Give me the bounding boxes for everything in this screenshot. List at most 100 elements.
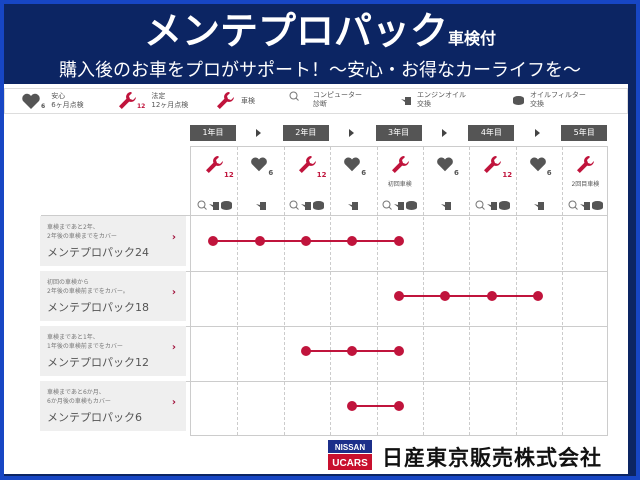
oil-can-icon [401,95,411,105]
coverage-dot [486,291,497,301]
arrow-right-icon [534,129,540,137]
grid-line [283,147,285,435]
year-label: 3年目 [375,125,422,141]
pack-description: 1年後の車検前までをカバー [47,343,123,350]
oil-can-icon [394,195,405,214]
chevron-right-icon: › [171,397,176,408]
nissan-ucars-logo: NISSAN UCARS [328,440,372,470]
row-divider [41,271,607,272]
diagnosis-icon [382,195,393,214]
pack-card[interactable]: 車検まであと2年、 2年後の車検までをカバー メンテプロパック24 › [40,216,186,266]
chevron-right-icon: › [171,342,176,353]
content: 6 安心 6ヶ月点検 12 法定 12ヶ月点検 車検 コンピューター 診断 エンジンオイル 交換 オイ… [4,84,628,474]
oil-filter-icon [406,195,418,214]
pack-description: 車検まであと2年、 [47,224,99,231]
grid-line [376,147,378,435]
legend: 6 安心 6ヶ月点検 12 法定 12ヶ月点検 車検 コンピューター 診断 エンジンオイル 交換 オイ… [4,88,628,114]
legend-label: 車検 [241,96,255,105]
diagnosis-icon [289,195,300,214]
coverage-dot [393,401,404,411]
diagnosis-icon [475,195,485,214]
wrench-icon: 12 [117,91,145,111]
heart-icon [250,155,268,177]
column-caption: 2回目車検 [571,181,600,188]
legend-label: 安心 [51,92,66,100]
coverage-dot [301,346,311,356]
coverage-dot [301,236,311,246]
oil-can-icon [533,195,544,214]
wrench-icon [482,155,502,179]
coverage-dot [347,236,358,246]
pack-name: メンテプロパック12 [47,356,149,369]
page-title: メンテプロパック車検付 [143,9,497,53]
heart-icon [529,155,547,177]
diagnosis-icon [197,195,207,214]
year-label: 5年目 [561,125,608,141]
year-label: 1年目 [190,125,236,141]
oil-filter-icon [513,95,524,105]
coverage-dot [440,291,451,301]
heart-icon [343,155,361,177]
legend-label: 12ヶ月点検 [151,101,189,109]
legend-label: 6ヶ月点検 [51,101,84,109]
legend-item: 車検 [215,91,255,111]
schedule-column: 6 [237,147,283,215]
arrow-right-icon [256,129,262,137]
pack-description: 車検まであと1年、 [47,334,99,341]
diagnosis-icon [568,195,578,214]
legend-label: 法定 [151,92,166,100]
legend-label: コンピューター [313,91,362,99]
arrow-right-icon [442,129,447,137]
row-divider [41,381,607,382]
coverage-dot [208,236,219,246]
pack-description: 車検まであと6か月、 [47,389,105,396]
coverage-dot [393,346,404,356]
legend-item: コンピューター 診断 [289,91,362,109]
wrench-icon [297,155,317,179]
pack-card[interactable]: 初回の車検から 2年後の車検前までをカバー。 メンテプロパック18 › [40,271,186,321]
coverage-dot [347,346,358,356]
coverage-line [398,295,538,297]
grid-line [469,147,471,435]
legend-item: 6 安心 6ヶ月点検 [21,91,84,111]
grid-line [562,147,564,435]
oil-can-icon [348,195,359,214]
coverage-dot [347,401,358,411]
schedule-column: 6 [423,147,469,215]
schedule-column: 12 [191,147,237,215]
svg-text:NISSAN: NISSAN [335,443,365,452]
pack-description: 6か月後の車検もカバー [47,398,111,405]
coverage-dot [533,291,543,301]
company-name: 日産東京販売株式会社 [382,446,602,470]
grid-line [330,147,332,435]
arrow-right-icon [349,129,355,137]
grid-line [423,147,424,435]
pack-card[interactable]: 車検まであと1年、 1年後の車検前までをカバーメンテプロパック12 › [40,326,186,376]
coverage-dot [393,291,404,301]
chevron-right-icon: › [171,287,176,298]
pack-card[interactable]: 車検まであと6か月、 6か月後の車検もカバー メンテプロパック6 › [40,381,186,431]
pack-description: 初回の車検から [47,279,90,286]
oil-filter-icon [499,195,511,214]
year-label: 2年目 [282,125,329,141]
oil-filter-icon [313,195,325,214]
legend-item: 12 法定 12ヶ月点検 [117,91,188,111]
legend-label: オイルフィルター [530,91,586,99]
column-caption: 初回車検 [387,181,412,188]
chevron-right-icon: › [171,232,176,243]
oil-can-icon [301,195,312,214]
oil-filter-icon [591,195,603,214]
row-divider [41,215,607,216]
wrench-icon [215,91,235,111]
pack-name: メンテプロパック24 [47,246,149,259]
coverage-line [352,405,399,407]
page-subtitle: 購入後のお車をプロがサポート！～安心・お得なカーライフを～ [59,60,581,81]
svg-text:UCARS: UCARS [332,458,368,469]
heart-icon: 6 [21,91,45,111]
wrench-icon [575,155,595,179]
schedule-column: 12 [284,147,330,215]
coverage-dot [254,236,265,246]
oil-filter-icon [220,195,232,214]
magnifier-diagnosis-icon [289,91,307,109]
oil-can-icon [487,195,498,214]
